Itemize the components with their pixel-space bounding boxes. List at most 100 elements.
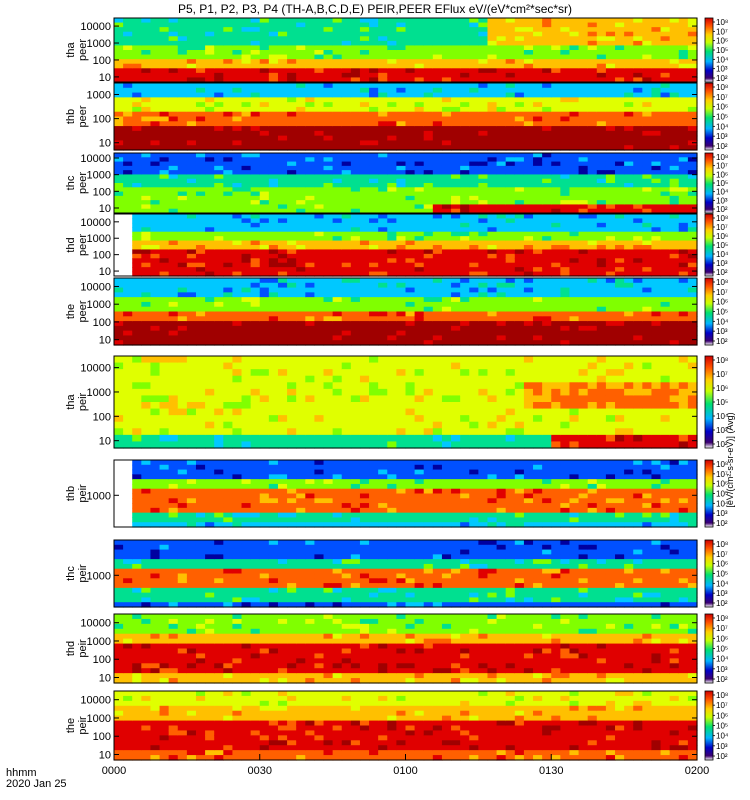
heatmap-cell [332, 236, 343, 242]
heatmap-cell [441, 45, 452, 51]
heatmap-cell [141, 249, 152, 255]
heatmap-cell [259, 140, 270, 146]
heatmap-cell [496, 335, 507, 341]
heatmap-cell [369, 111, 379, 118]
heatmap-cell [478, 245, 489, 251]
heatmap-cell [633, 249, 643, 255]
heatmap-cell [460, 340, 470, 346]
heatmap-cell [241, 77, 252, 83]
heatmap-cell [651, 106, 662, 113]
heatmap-cell [514, 191, 525, 197]
heatmap-cell [514, 161, 525, 167]
heatmap-cell [651, 27, 662, 33]
heatmap-cell [451, 218, 461, 224]
heatmap-cell [150, 375, 161, 383]
heatmap-cell [432, 18, 443, 24]
heatmap-cell [223, 362, 234, 370]
heatmap-cell [350, 195, 361, 201]
heatmap-cell [542, 330, 552, 337]
heatmap-cell [223, 183, 234, 188]
heatmap-cell [150, 208, 161, 214]
heatmap-cell [232, 83, 243, 89]
heatmap-cell [533, 191, 543, 197]
heatmap-cell [287, 18, 297, 24]
heatmap-cell [460, 27, 470, 33]
heatmap-cell [314, 130, 325, 137]
heatmap-cell [277, 102, 288, 108]
heatmap-cell [523, 59, 534, 65]
heatmap-cell [296, 428, 306, 436]
heatmap-cell [542, 111, 552, 118]
heatmap-cell [496, 63, 507, 69]
heatmap-cell [496, 278, 507, 284]
heatmap-cell [478, 140, 489, 146]
heatmap-cell [141, 178, 152, 184]
heatmap-cell [359, 227, 370, 233]
heatmap-cell [177, 306, 188, 313]
heatmap-cell [205, 240, 215, 246]
heatmap-cell [651, 187, 662, 193]
heatmap-cell [660, 249, 671, 255]
heatmap-cell [168, 316, 179, 322]
heatmap-cell [624, 316, 634, 322]
heatmap-cell [287, 292, 297, 298]
heatmap-cell [542, 140, 552, 146]
heatmap-cell [223, 77, 234, 83]
heatmap-cell [186, 375, 197, 383]
heatmap-cell [195, 408, 206, 416]
heatmap-cell [205, 218, 215, 224]
heatmap-cell [359, 245, 370, 251]
heatmap-cell [378, 316, 388, 322]
heatmap-cell [186, 408, 197, 416]
heatmap-cell [487, 50, 498, 56]
heatmap-cell [296, 18, 306, 24]
heatmap-cell [669, 22, 680, 28]
heatmap-cell [441, 97, 452, 103]
heatmap-cell [223, 222, 234, 228]
heatmap-cell [341, 195, 352, 201]
heatmap-cell [168, 249, 179, 255]
heatmap-cell [341, 135, 352, 142]
heatmap-cell [159, 395, 170, 403]
heatmap-cell [223, 395, 234, 403]
heatmap-cell [132, 36, 142, 42]
heatmap-cell [277, 362, 288, 370]
heatmap-cell [205, 178, 215, 184]
heatmap-cell [314, 102, 325, 108]
heatmap-cell [214, 170, 224, 176]
heatmap-cell [678, 187, 689, 193]
heatmap-cell [259, 157, 270, 163]
heatmap-cell [296, 236, 306, 242]
heatmap-cell [205, 187, 215, 193]
heatmap-cell [177, 50, 188, 56]
heatmap-cell [423, 121, 434, 127]
heatmap-cell [195, 321, 206, 327]
heatmap-cell [423, 240, 434, 246]
heatmap-cell [277, 116, 288, 122]
heatmap-cell [214, 231, 224, 237]
heatmap-cell [223, 165, 234, 171]
heatmap-cell [669, 102, 680, 108]
heatmap-cell [505, 195, 516, 201]
heatmap-cell [277, 316, 288, 322]
heatmap-cell [441, 325, 452, 332]
heatmap-cell [514, 130, 525, 137]
heatmap-cell [259, 54, 270, 60]
heatmap-cell [214, 208, 224, 214]
heatmap-cell [487, 240, 498, 246]
heatmap-cell [460, 54, 470, 60]
heatmap-cell [341, 415, 352, 423]
heatmap-cell [305, 174, 316, 180]
heatmap-cell [514, 306, 525, 313]
heatmap-cell [159, 240, 170, 246]
heatmap-cell [605, 27, 616, 33]
heatmap-cell [277, 63, 288, 69]
heatmap-cell [478, 116, 489, 122]
heatmap-cell [305, 204, 316, 210]
heatmap-cell [523, 145, 534, 151]
heatmap-cell [323, 22, 334, 28]
heatmap-cell [195, 236, 206, 242]
heatmap-cell [587, 249, 598, 255]
heatmap-cell [168, 330, 179, 337]
heatmap-cell [350, 40, 361, 47]
